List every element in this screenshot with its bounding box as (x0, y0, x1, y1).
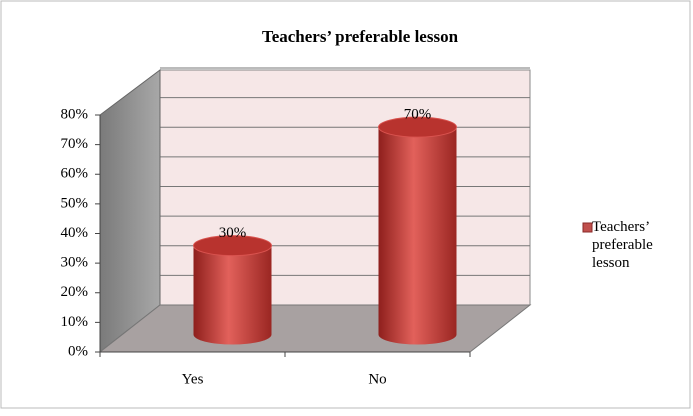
y-tick-label: 60% (61, 166, 89, 182)
side-wall (99, 69, 161, 354)
y-tick-label: 30% (61, 255, 89, 271)
bar-top (193, 235, 272, 257)
floor (98, 304, 532, 353)
data-label: 30% (219, 225, 247, 241)
bar (193, 235, 272, 345)
y-tick-label: 70% (61, 136, 89, 152)
bar-top (378, 116, 457, 138)
y-tick-label: 0% (68, 343, 88, 359)
data-label: 70% (404, 107, 432, 123)
bar (378, 116, 457, 345)
y-tick-label: 80% (61, 106, 89, 122)
bar-body (193, 245, 272, 345)
y-tick-label: 40% (61, 225, 89, 241)
x-tick-label: No (368, 371, 386, 387)
y-tick-label: 20% (61, 284, 89, 300)
legend-label: Teachers’ preferable lesson (592, 219, 653, 271)
x-tick-label: Yes (182, 371, 204, 387)
legend: Teachers’ preferable lesson (592, 219, 653, 271)
legend-swatch (582, 222, 593, 233)
chart-title: Teachers’ preferable lesson (262, 27, 459, 46)
bar-body (378, 127, 457, 345)
y-tick-label: 10% (61, 314, 89, 330)
y-tick-label: 50% (61, 195, 89, 211)
